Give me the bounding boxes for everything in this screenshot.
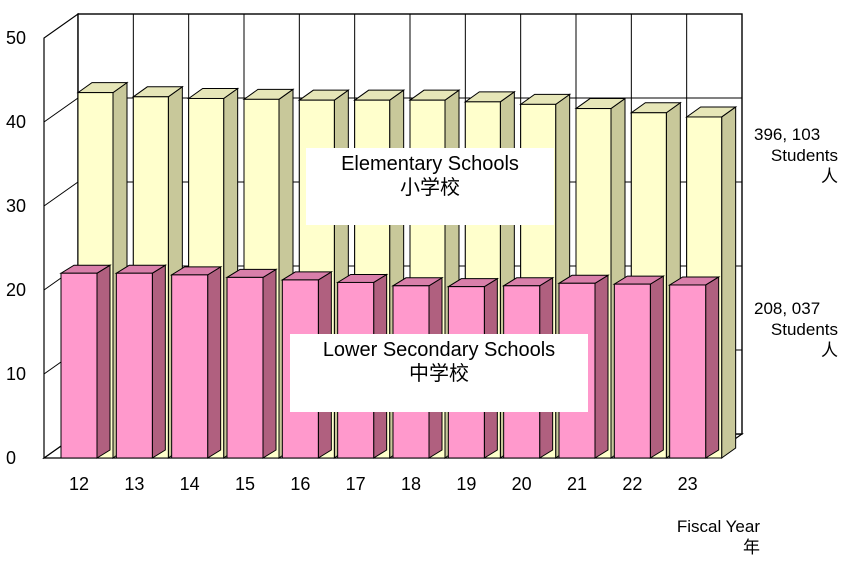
x-tick-label: 12: [69, 474, 89, 494]
secondary-label: Lower Secondary Schools 中学校: [290, 334, 588, 412]
x-tick-label: 17: [346, 474, 366, 494]
elementary-label-en: Elementary Schools: [341, 153, 519, 175]
x-tick-label: 23: [678, 474, 698, 494]
secondary-bar-23-side: [705, 276, 720, 459]
secondary-bar-23: [667, 276, 721, 459]
secondary-total: 208, 037 Students 人: [730, 298, 838, 361]
x-tick-label: 14: [180, 474, 200, 494]
y-tick-label: 50: [6, 28, 26, 48]
x-tick-label: 15: [235, 474, 255, 494]
y-tick-label: 20: [6, 280, 26, 300]
secondary-total-unit: Students: [770, 320, 838, 339]
y-tick-label: 40: [6, 112, 26, 132]
secondary-bar-13-front: [115, 272, 153, 459]
secondary-bar-15-front: [226, 276, 264, 459]
secondary-bar-15: [225, 268, 278, 459]
secondary-total-unit-ja: 人: [821, 341, 838, 360]
x-tick-label: 13: [124, 474, 144, 494]
secondary-bar-22-side: [649, 275, 664, 459]
y-tick-label: 10: [6, 364, 26, 384]
y-tick-label: 0: [6, 448, 16, 468]
x-axis-title: Fiscal Year 年: [640, 516, 760, 558]
y-tick-label: 30: [6, 196, 26, 216]
x-tick-label: 18: [401, 474, 421, 494]
elementary-total: 396, 103 Students 人: [730, 124, 838, 187]
secondary-bar-13: [114, 264, 168, 459]
secondary-bar-22: [612, 275, 666, 459]
secondary-label-en: Lower Secondary Schools: [322, 339, 556, 361]
elementary-label: Elementary Schools 小学校: [306, 148, 554, 225]
secondary-bar-14-front: [171, 274, 209, 459]
secondary-bar-22-front: [613, 283, 651, 459]
x-tick-label: 22: [622, 474, 642, 494]
x-axis-title-en: Fiscal Year: [676, 517, 760, 536]
secondary-bar-21-side: [594, 274, 609, 459]
secondary-total-number: 208, 037: [754, 299, 821, 318]
x-axis-ticks: 12 13 14 15 16 17 18 19 20 21 22 23: [69, 474, 698, 494]
h-gridline-left: [43, 181, 79, 207]
elementary-total-unit-ja: 人: [821, 167, 838, 186]
secondary-bar-23-front: [669, 284, 707, 459]
x-tick-label: 20: [512, 474, 532, 494]
elementary-label-ja: 小学校: [400, 177, 460, 199]
elementary-total-number: 396, 103: [754, 125, 821, 144]
x-tick-label: 21: [567, 474, 587, 494]
secondary-bar-14-side: [207, 265, 222, 459]
secondary-bar-13-side: [151, 264, 166, 459]
secondary-bar-12-side: [96, 264, 111, 459]
secondary-bar-15-side: [262, 268, 277, 459]
secondary-series: [59, 264, 721, 459]
secondary-label-ja: 中学校: [409, 363, 469, 385]
secondary-bar-12-front: [60, 272, 98, 459]
secondary-bar-12: [59, 264, 112, 459]
elementary-total-unit: Students: [770, 146, 838, 165]
secondary-bar-14: [169, 265, 223, 459]
x-axis-title-ja: 年: [743, 538, 760, 557]
x-tick-label: 16: [290, 474, 310, 494]
h-gridline-left: [43, 97, 79, 123]
y-axis-ticks: 0 10 20 30 40 50: [6, 28, 26, 468]
x-tick-label: 19: [456, 474, 476, 494]
